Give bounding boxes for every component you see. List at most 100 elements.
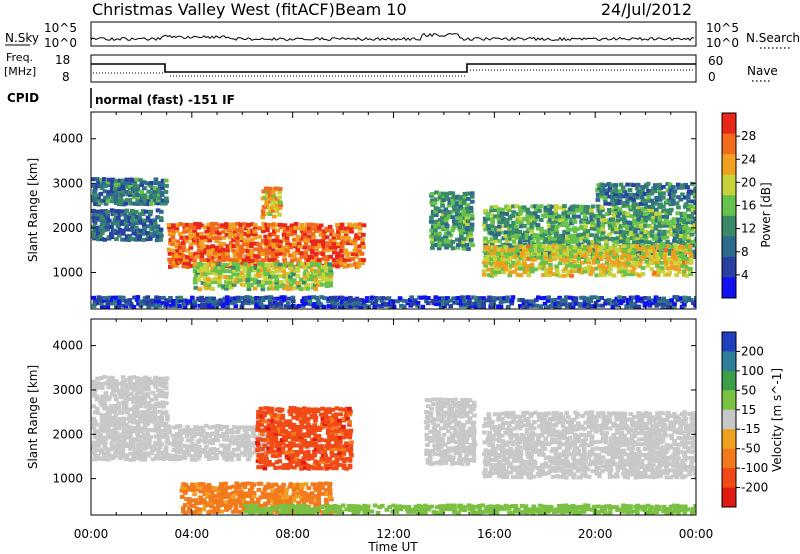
heatmap-cell [688, 272, 694, 276]
heatmap-cell [270, 415, 276, 420]
heatmap-cell [620, 264, 626, 268]
heatmap-cell [277, 195, 282, 200]
heatmap-cell [513, 224, 519, 229]
heatmap-cell [438, 504, 443, 509]
heatmap-cell [250, 503, 255, 508]
heatmap-cell [177, 434, 183, 439]
heatmap-cell [540, 235, 546, 240]
heatmap-cell [301, 456, 306, 461]
heatmap-cell [678, 234, 684, 238]
heatmap-cell [271, 193, 276, 198]
heatmap-cell [539, 261, 545, 266]
heatmap-cell [575, 208, 580, 213]
heatmap-cell [586, 251, 592, 256]
heatmap-cell [287, 507, 293, 512]
heatmap-cell [433, 510, 439, 515]
heatmap-cell [621, 296, 627, 300]
heatmap-cell [288, 226, 294, 231]
heatmap-cell [315, 425, 320, 430]
heatmap-cell [135, 186, 141, 191]
heatmap-cell [175, 258, 180, 262]
heatmap-cell [95, 385, 100, 390]
heatmap-cell [526, 264, 531, 268]
heatmap-cell [271, 482, 276, 487]
heatmap-cell [199, 235, 205, 240]
heatmap-cell [258, 302, 264, 307]
heatmap-cell [602, 272, 608, 277]
heatmap-cell [269, 438, 274, 443]
heatmap-cell [589, 304, 594, 309]
heatmap-cell [435, 505, 440, 510]
heatmap-cell [518, 303, 523, 308]
nsky-label: N.Sky [5, 31, 39, 45]
heatmap-cell [278, 304, 284, 309]
heatmap-cell [481, 304, 486, 309]
heatmap-cell [607, 219, 612, 224]
heatmap-cell [333, 431, 339, 436]
heatmap-cell [674, 201, 680, 206]
heatmap-cell [426, 296, 431, 300]
heatmap-cell [306, 271, 311, 276]
heatmap-cell [357, 236, 363, 241]
heatmap-cell [357, 505, 363, 510]
heatmap-cell [114, 193, 120, 198]
heatmap-cell [275, 228, 280, 233]
heatmap-cell [316, 463, 322, 468]
heatmap-cell [594, 223, 599, 228]
heatmap-cell [570, 266, 575, 271]
heatmap-cell [91, 195, 97, 199]
heatmap-cell [362, 299, 368, 304]
heatmap-cell [228, 245, 234, 250]
heatmap-cell [301, 296, 307, 301]
heatmap-cell [221, 302, 227, 307]
heatmap-cell [91, 177, 96, 182]
heatmap-cell [343, 431, 349, 436]
heatmap-cell [586, 245, 592, 250]
heatmap-cell [302, 417, 308, 422]
heatmap-cell [264, 244, 270, 249]
heatmap-cell [281, 500, 286, 505]
heatmap-cell [231, 244, 237, 248]
heatmap-cell [590, 223, 595, 227]
heatmap-cell [163, 201, 168, 206]
heatmap-cell [511, 204, 516, 209]
heatmap-cell [458, 218, 464, 223]
heatmap-cell [289, 232, 294, 237]
heatmap-cell [232, 435, 238, 440]
heatmap-cell [263, 456, 269, 461]
heatmap-cell [153, 423, 159, 428]
heatmap-cell [328, 273, 334, 278]
heatmap-cell [138, 444, 143, 449]
heatmap-cell [453, 224, 459, 229]
heatmap-cell [143, 404, 148, 409]
heatmap-cell [250, 296, 256, 301]
heatmap-cell [160, 394, 166, 398]
heatmap-cell [214, 431, 220, 436]
heatmap-cell [100, 231, 105, 235]
heatmap-cell [347, 435, 352, 440]
heatmap-cell [565, 227, 571, 232]
heatmap-cell [346, 235, 351, 240]
heatmap-cell [335, 251, 341, 256]
heatmap-cell [313, 494, 319, 499]
heatmap-cell [273, 186, 279, 191]
heatmap-cell [633, 208, 638, 212]
heatmap-cell [623, 244, 628, 249]
heatmap-cell [135, 453, 141, 458]
colorbar-segment [722, 277, 736, 299]
heatmap-cell [283, 435, 289, 440]
heatmap-cell [325, 272, 330, 277]
heatmap-cell [260, 241, 266, 246]
heatmap-cell [547, 204, 552, 209]
heatmap-cell [441, 296, 446, 301]
heatmap-cell [185, 438, 191, 443]
heatmap-cell [92, 451, 97, 455]
heatmap-cell [559, 250, 564, 255]
heatmap-cell [223, 481, 228, 486]
heatmap-cell [263, 492, 269, 497]
heatmap-cell [164, 391, 169, 396]
heatmap-cell [266, 449, 272, 454]
heatmap-cell [409, 507, 414, 512]
heatmap-cell [268, 274, 273, 279]
heatmap-cell [208, 296, 213, 301]
